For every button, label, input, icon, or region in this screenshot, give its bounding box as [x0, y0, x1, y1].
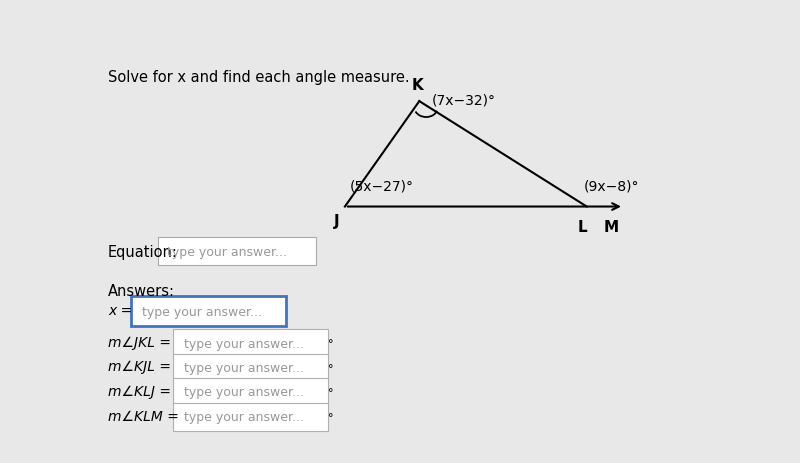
- Text: Equation:: Equation:: [108, 244, 178, 259]
- Text: J: J: [334, 213, 340, 228]
- Text: °: °: [328, 412, 334, 422]
- FancyBboxPatch shape: [173, 378, 328, 406]
- Text: °: °: [328, 387, 334, 397]
- Text: °: °: [328, 363, 334, 373]
- Text: m∠KLM =: m∠KLM =: [108, 409, 179, 423]
- Text: type your answer...: type your answer...: [184, 362, 304, 375]
- FancyBboxPatch shape: [173, 330, 328, 357]
- Text: K: K: [412, 78, 424, 93]
- Text: m∠KJL =: m∠KJL =: [108, 359, 171, 374]
- Text: type your answer...: type your answer...: [184, 386, 304, 399]
- Text: (7x−32)°: (7x−32)°: [432, 93, 496, 107]
- FancyBboxPatch shape: [131, 296, 286, 326]
- Text: L: L: [578, 219, 587, 235]
- Text: M: M: [603, 219, 618, 235]
- FancyBboxPatch shape: [173, 354, 328, 382]
- Text: m∠KLJ =: m∠KLJ =: [108, 384, 171, 398]
- Text: x =: x =: [108, 303, 132, 318]
- Text: Answers:: Answers:: [108, 284, 175, 299]
- Text: °: °: [328, 338, 334, 349]
- FancyBboxPatch shape: [173, 403, 328, 431]
- FancyBboxPatch shape: [158, 238, 316, 266]
- Text: (5x−27)°: (5x−27)°: [350, 179, 414, 193]
- Text: type your answer...: type your answer...: [167, 245, 287, 258]
- Text: Solve for x and find each angle measure.: Solve for x and find each angle measure.: [108, 70, 410, 85]
- Text: type your answer...: type your answer...: [184, 337, 304, 350]
- Text: (9x−8)°: (9x−8)°: [584, 179, 639, 193]
- Text: type your answer...: type your answer...: [184, 411, 304, 424]
- Text: type your answer...: type your answer...: [142, 305, 262, 318]
- Text: m∠JKL =: m∠JKL =: [108, 336, 171, 350]
